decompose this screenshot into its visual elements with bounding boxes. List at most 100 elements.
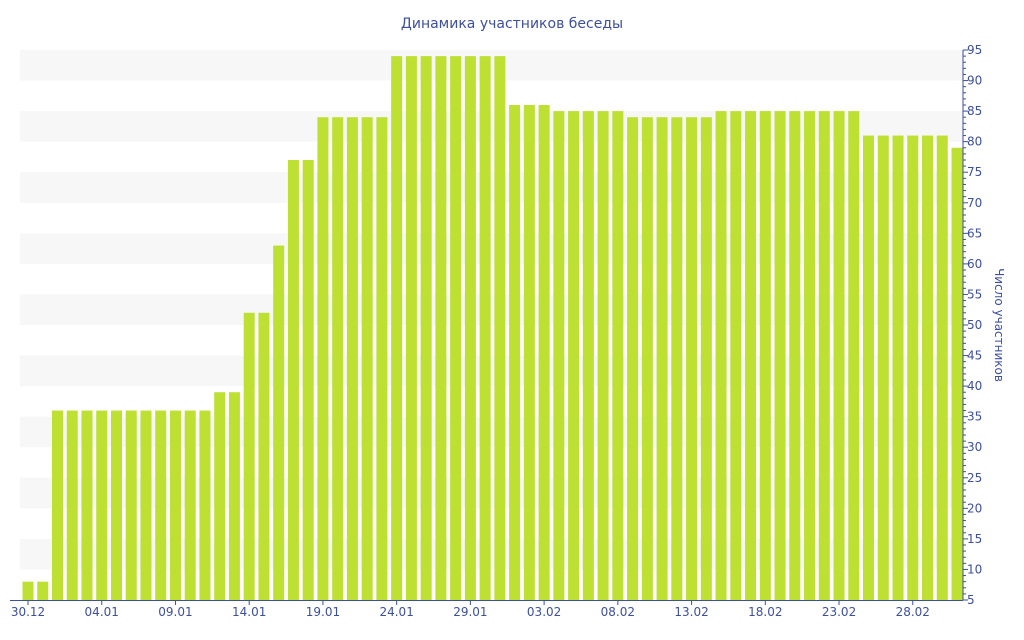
bar	[169, 410, 181, 600]
bar	[317, 117, 329, 600]
bar	[877, 135, 889, 601]
x-tick-label: 09.01	[158, 605, 192, 619]
bar	[833, 111, 845, 600]
bar	[715, 111, 727, 600]
x-tick-label: 18.02	[748, 605, 782, 619]
bar	[509, 105, 521, 600]
bar	[597, 111, 609, 600]
y-tick-label: 95	[967, 43, 982, 57]
bar	[922, 135, 934, 601]
bar	[745, 111, 757, 600]
bar	[228, 392, 240, 600]
bar	[51, 410, 63, 600]
y-tick-label: 65	[967, 226, 982, 240]
x-tick-label: 13.02	[674, 605, 708, 619]
bar	[450, 56, 462, 601]
x-tick-label: 19.01	[306, 605, 340, 619]
bar	[435, 56, 447, 601]
bar	[96, 410, 108, 600]
bar	[656, 117, 668, 600]
bar	[22, 581, 34, 600]
x-tick-label: 28.02	[896, 605, 930, 619]
bar	[951, 147, 963, 600]
bar	[568, 111, 580, 600]
bar	[818, 111, 830, 600]
bar	[789, 111, 801, 600]
bar	[863, 135, 875, 601]
y-tick-label: 70	[967, 196, 982, 210]
bar	[302, 160, 314, 600]
bar	[405, 56, 417, 601]
bars	[22, 56, 963, 601]
bar	[361, 117, 373, 600]
bar	[730, 111, 742, 600]
x-tick-label: 24.01	[379, 605, 413, 619]
x-tick-label: 23.02	[822, 605, 856, 619]
y-tick-label: 55	[967, 287, 982, 301]
y-tick-label: 75	[967, 165, 982, 179]
bar	[273, 245, 285, 601]
y-tick-label: 50	[967, 318, 982, 332]
bar	[936, 135, 948, 601]
x-tick-label: 04.01	[85, 605, 119, 619]
y-tick-label: 90	[967, 74, 982, 88]
y-axis-title: Число участников	[992, 268, 1006, 382]
y-tick-label: 5	[967, 593, 975, 607]
bar	[66, 410, 78, 600]
bar	[494, 56, 506, 601]
bar	[37, 581, 49, 600]
bar	[641, 117, 653, 600]
bar	[199, 410, 211, 600]
y-tick-label: 35	[967, 410, 982, 424]
bar	[346, 117, 358, 600]
bar	[686, 117, 698, 600]
bar	[700, 117, 712, 600]
x-tick-label: 08.02	[601, 605, 635, 619]
bar	[553, 111, 565, 600]
x-tick-label: 14.01	[232, 605, 266, 619]
bar	[81, 410, 93, 600]
bar	[420, 56, 432, 601]
bar	[287, 160, 299, 600]
bar	[376, 117, 388, 600]
bar	[184, 410, 196, 600]
y-tick-label: 10	[967, 562, 982, 576]
y-tick-label: 85	[967, 104, 982, 118]
bar	[214, 392, 226, 600]
bar	[759, 111, 771, 600]
chart-title: Динамика участников беседы	[401, 16, 623, 32]
bar	[332, 117, 344, 600]
bar	[671, 117, 683, 600]
y-tick-label: 60	[967, 257, 982, 271]
bar	[479, 56, 491, 601]
bar	[523, 105, 535, 600]
bar	[391, 56, 403, 601]
grid-band	[20, 50, 963, 81]
x-tick-label: 03.02	[527, 605, 561, 619]
bar	[627, 117, 639, 600]
bar	[125, 410, 137, 600]
axes: 5 10 15 20 25 30 35 40 45 50 55 60 65 70 75 80 85 90 95 30.…	[10, 43, 982, 619]
bar	[892, 135, 904, 601]
bar	[538, 105, 550, 600]
bar	[155, 410, 167, 600]
y-tick-label: 20	[967, 501, 982, 515]
y-tick-label: 45	[967, 349, 982, 363]
y-tick-label: 15	[967, 532, 982, 546]
bar	[907, 135, 919, 601]
x-tick-label: 29.01	[453, 605, 487, 619]
bar	[140, 410, 152, 600]
y-tick-label: 40	[967, 379, 982, 393]
bar	[582, 111, 594, 600]
bar	[110, 410, 122, 600]
y-tick-label: 30	[967, 440, 982, 454]
bar	[804, 111, 816, 600]
bar	[464, 56, 476, 601]
bar	[848, 111, 860, 600]
y-tick-label: 25	[967, 471, 982, 485]
x-tick-label: 30.12	[11, 605, 45, 619]
bar	[612, 111, 624, 600]
bar	[774, 111, 786, 600]
y-tick-label: 80	[967, 135, 982, 149]
